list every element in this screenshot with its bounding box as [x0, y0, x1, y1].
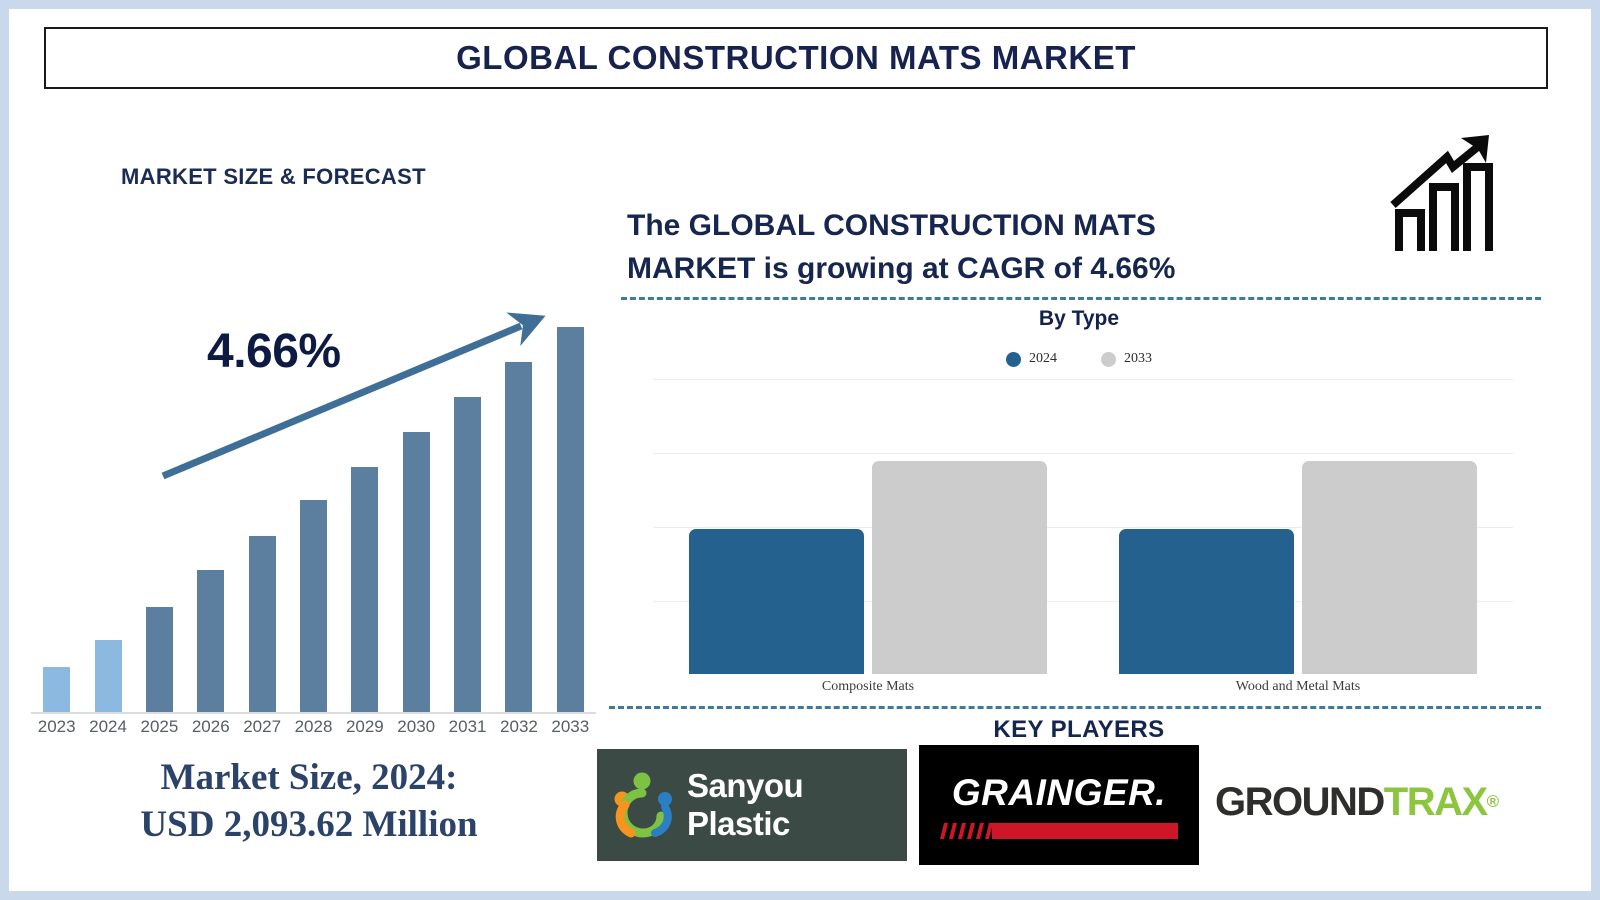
logo-grainger-text: GRAINGER.: [951, 771, 1167, 813]
section-label-market-size-forecast: MARKET SIZE & FORECAST: [121, 164, 426, 189]
category-label: Composite Mats: [821, 679, 915, 694]
gridline: [653, 527, 1513, 528]
market-size-callout: Market Size, 2024: USD 2,093.62 Million: [9, 754, 609, 849]
logo-sanyou-plastic: Sanyou Plastic: [597, 749, 907, 861]
year-label: 2027: [243, 717, 282, 736]
gridline: [653, 453, 1513, 454]
growth-arrow-bars-icon: [1390, 135, 1493, 251]
legend-swatch-icon: [1006, 351, 1021, 367]
year-label: 2031: [448, 717, 487, 736]
year-label: 2032: [500, 717, 538, 736]
forecast-bar: [454, 397, 482, 712]
divider-top: [621, 297, 1541, 300]
registered-mark-icon: ®: [1486, 792, 1500, 811]
year-label: 2026: [191, 717, 230, 736]
legend-swatch-icon: [1101, 351, 1116, 367]
key-players-logos: Sanyou Plastic GRAINGER. GROUND TRAX ®: [597, 745, 1557, 869]
type-bar: [689, 529, 864, 674]
forecast-bar: [145, 607, 173, 712]
forecast-bar: [351, 467, 379, 712]
logo-groundtrax-text-dark: GROUND: [1215, 779, 1385, 824]
page-title: GLOBAL CONSTRUCTION MATS MARKET: [456, 39, 1136, 76]
type-bar: [1119, 529, 1294, 674]
year-label: 2023: [37, 717, 76, 736]
year-label: 2028: [294, 717, 333, 736]
type-bar: [872, 461, 1047, 674]
by-type-category-labels: Composite Mats Wood and Metal Mats: [653, 679, 1513, 701]
title-box: GLOBAL CONSTRUCTION MATS MARKET: [44, 27, 1548, 89]
year-label: 2024: [89, 717, 127, 736]
cagr-statement-line-2: MARKET is growing at CAGR of 4.66%: [627, 251, 1176, 285]
forecast-bar: [402, 432, 430, 712]
year-label: 2030: [397, 717, 436, 736]
market-size-line-2: USD 2,093.62 Million: [140, 804, 478, 846]
forecast-bar: [248, 536, 276, 712]
by-type-heading: By Type: [1038, 307, 1120, 330]
sanyou-swirl-icon: [609, 769, 681, 841]
year-label: 2029: [345, 717, 384, 736]
by-type-panel: The GLOBAL CONSTRUCTION MATS MARKET is g…: [597, 109, 1549, 891]
gridline: [653, 601, 1513, 602]
market-size-line-1: Market Size, 2024:: [160, 757, 458, 798]
category-label: Wood and Metal Mats: [1235, 679, 1361, 694]
legend-item[interactable]: 2024: [1006, 351, 1057, 367]
forecast-bar: [197, 570, 225, 712]
logo-sanyou-text: Sanyou Plastic: [687, 767, 804, 842]
logo-grainger: GRAINGER.: [919, 745, 1199, 865]
forecast-bar: [94, 640, 122, 712]
legend-item[interactable]: 2033: [1101, 351, 1152, 367]
forecast-bar: [300, 500, 327, 712]
forecast-bar: [556, 327, 584, 712]
legend-label: 2033: [1124, 351, 1152, 366]
gridline: [653, 379, 1513, 380]
key-players-heading: KEY PLAYERS: [993, 716, 1165, 743]
year-axis-labels: 2023 2024 2025 2026 2027 2028 2029 2030 2031 2032…: [31, 717, 596, 745]
logo-groundtrax-text-green: TRAX: [1383, 779, 1488, 824]
legend-label: 2024: [1029, 351, 1057, 366]
cagr-statement-line-1: The GLOBAL CONSTRUCTION MATS: [627, 209, 1156, 242]
market-size-forecast-panel: MARKET SIZE & FORECAST 4.66% 2023 2024 202…: [9, 109, 609, 891]
by-type-chart: [653, 379, 1513, 674]
year-label: 2033: [551, 717, 590, 736]
forecast-bar: [43, 667, 71, 712]
grainger-accent-bar: [940, 822, 1178, 839]
logo-groundtrax: GROUND TRAX ®: [1215, 767, 1565, 837]
grainger-stripes-icon: [940, 822, 996, 839]
divider-bottom: [609, 706, 1541, 709]
chart-baseline: [31, 712, 596, 714]
cagr-statement: The GLOBAL CONSTRUCTION MATS MARKET is g…: [627, 205, 1327, 290]
year-label: 2025: [140, 717, 179, 736]
type-bar: [1302, 461, 1477, 674]
market-size-forecast-chart: [31, 304, 596, 714]
forecast-bar: [505, 362, 533, 712]
by-type-legend: 2024 2033: [609, 351, 1549, 367]
